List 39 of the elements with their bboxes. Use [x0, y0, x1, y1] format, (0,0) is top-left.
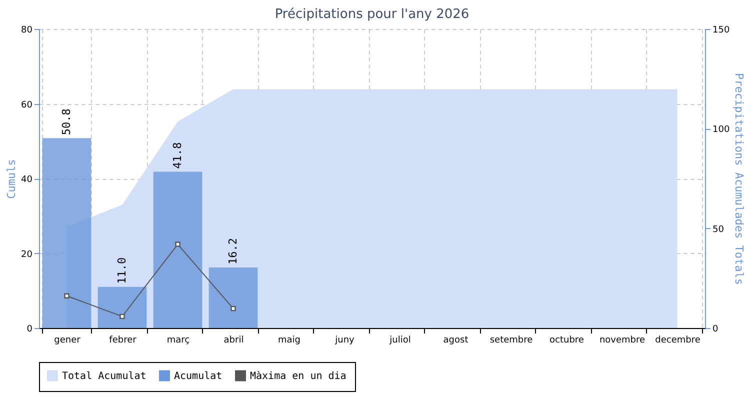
x-tick-label: setembre: [490, 336, 534, 346]
y-axis-title: Cumuls: [5, 159, 18, 199]
legend-label: Màxima en un dia: [250, 370, 346, 382]
bar: [42, 138, 92, 328]
x-tick-label: maig: [278, 336, 300, 346]
data-label: 16.2: [226, 238, 240, 264]
point: [64, 293, 70, 298]
x-tick-label: març: [166, 336, 190, 346]
x-tick-label: gener: [54, 336, 81, 346]
y-tick-label: 60: [21, 100, 33, 110]
data-label: 11.0: [115, 257, 128, 284]
y2-tick-label: 0: [712, 324, 718, 334]
bar: [98, 286, 147, 328]
legend-label: Acumulat: [174, 370, 222, 382]
x-tick-label: juny: [334, 336, 356, 346]
y-tick-label: 80: [21, 26, 33, 36]
y2-tick-label: 50: [712, 224, 724, 235]
y-tick-label: 20: [21, 250, 33, 260]
x-tick-label: abril: [224, 336, 244, 346]
y2-axis-title: Precipitations Acumulades Totals: [732, 73, 746, 285]
x-tick-label: decembre: [655, 336, 701, 346]
y-tick-label: 40: [21, 175, 33, 185]
x-tick-label: novembre: [599, 336, 646, 346]
x-tick-label: agost: [443, 336, 469, 346]
x-tick-label: octubre: [550, 336, 584, 346]
data-label: 50.8: [60, 108, 73, 136]
legend-label: Total Acumulat: [62, 370, 146, 382]
y-tick-label: 0: [26, 324, 33, 334]
point: [175, 242, 180, 247]
chart-title: Précipitations pour l'any 2026: [274, 7, 470, 22]
data-label: 41.8: [170, 142, 184, 169]
y2-tick-label: 100: [712, 125, 730, 136]
bar: [153, 172, 202, 328]
point: [120, 314, 125, 320]
x-tick-label: juliol: [388, 336, 411, 346]
y2-tick-label: 150: [712, 26, 730, 36]
x-tick-label: febrer: [109, 336, 137, 346]
bar: [208, 267, 258, 328]
point: [230, 306, 236, 312]
